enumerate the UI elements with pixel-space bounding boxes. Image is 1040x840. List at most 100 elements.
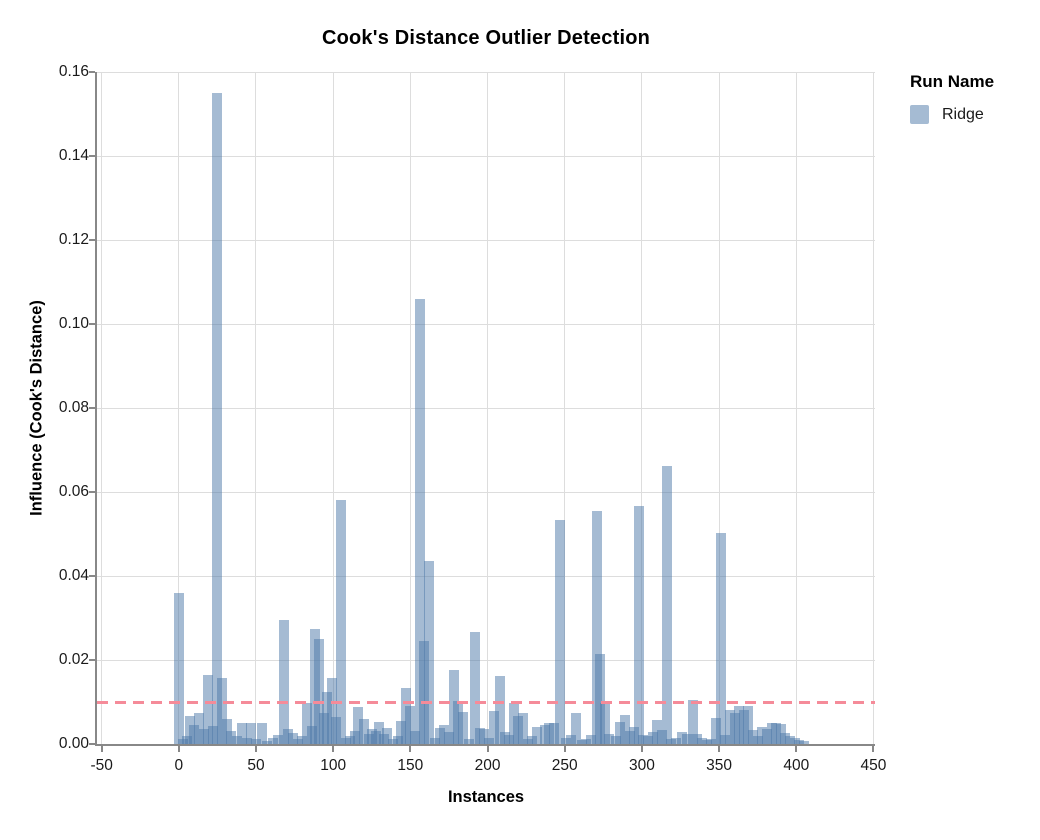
y-tick-label: 0.06 (58, 483, 89, 500)
x-gridline (564, 72, 566, 744)
bar (464, 738, 475, 744)
x-gridline (487, 72, 489, 744)
x-tick-label: 50 (247, 757, 265, 774)
bar (687, 699, 698, 744)
x-tick-label: 0 (174, 757, 184, 774)
bar (250, 739, 261, 744)
bar (470, 631, 481, 744)
x-gridline (255, 72, 257, 744)
bar (217, 678, 228, 744)
bar (278, 620, 289, 744)
y-gridline (97, 323, 875, 325)
x-gridline (332, 72, 334, 744)
bar (246, 722, 257, 744)
legend-title: Run Name (910, 72, 995, 91)
y-tick (89, 743, 95, 745)
y-tick (89, 155, 95, 157)
bar (261, 740, 272, 744)
bar (798, 741, 809, 744)
x-tick (718, 746, 721, 752)
y-tick (89, 239, 95, 241)
x-tick (409, 746, 412, 752)
bar (595, 653, 606, 744)
threshold-line (97, 700, 875, 704)
y-tick (89, 575, 95, 577)
x-tick-label: 300 (628, 757, 655, 774)
x-tick (795, 746, 798, 752)
bar (212, 93, 223, 744)
y-axis-line (95, 72, 97, 746)
bar (548, 723, 559, 744)
bar (352, 707, 363, 744)
x-tick-label: 350 (706, 757, 733, 774)
bar (633, 505, 644, 744)
y-gridline (97, 407, 875, 409)
bar (237, 723, 248, 744)
bar (326, 678, 337, 744)
x-tick (254, 746, 257, 752)
x-axis-title: Instances (447, 788, 525, 806)
bar (423, 561, 434, 744)
bar (531, 726, 542, 744)
bar (585, 735, 596, 744)
bar (405, 706, 416, 744)
chart-title: Cook's Distance Outlier Detection (321, 27, 651, 49)
bar (257, 723, 268, 744)
y-tick-label: 0.00 (58, 735, 89, 752)
bar (599, 703, 610, 744)
x-gridline (178, 72, 180, 744)
bar (743, 706, 754, 744)
plot-area: 0.00 0.02 0.04 0.06 0.08 0.10 0.12 0.14 0.16 -50 0… (59, 63, 887, 806)
y-tick-label: 0.14 (58, 147, 89, 164)
legend: Run Name Ridge (910, 72, 1035, 124)
bar (619, 715, 630, 744)
bar (570, 712, 581, 744)
y-tick-label: 0.16 (58, 63, 89, 80)
y-tick (89, 491, 95, 493)
y-gridline (97, 659, 875, 661)
bar (479, 728, 490, 744)
bar (670, 737, 681, 744)
x-tick-label: 450 (860, 757, 887, 774)
bar (272, 735, 283, 744)
legend-swatch-icon (910, 105, 929, 124)
y-gridline (97, 71, 875, 73)
y-tick-label: 0.02 (58, 651, 89, 668)
bar (335, 500, 346, 744)
y-axis-title: Influence (Cook's Distance) (27, 300, 46, 516)
bar (374, 721, 385, 744)
bar (288, 732, 299, 744)
x-axis-line (95, 744, 875, 746)
x-tick (332, 746, 335, 752)
bar (359, 719, 370, 744)
y-gridline (97, 239, 875, 241)
bar (494, 675, 505, 744)
x-gridline (101, 72, 103, 744)
x-tick (177, 746, 180, 752)
bar (226, 730, 237, 744)
bar (592, 510, 603, 744)
x-tick-label: 250 (551, 757, 578, 774)
bar (301, 703, 312, 744)
y-tick (89, 407, 95, 409)
bar (488, 711, 499, 744)
y-tick-label: 0.10 (58, 315, 89, 332)
x-tick (563, 746, 566, 752)
x-tick-label: 150 (397, 757, 424, 774)
bar (518, 713, 529, 744)
x-tick (486, 746, 489, 752)
bar (555, 520, 566, 744)
bar (314, 639, 325, 744)
y-tick-label: 0.12 (58, 231, 89, 248)
y-tick (89, 323, 95, 325)
bar (681, 733, 692, 744)
x-tick (640, 746, 643, 752)
bar (203, 674, 214, 744)
bar (604, 733, 615, 744)
bar (661, 465, 672, 744)
x-gridline (795, 72, 797, 744)
x-gridline (409, 72, 411, 744)
y-tick (89, 659, 95, 661)
bar (414, 298, 425, 744)
